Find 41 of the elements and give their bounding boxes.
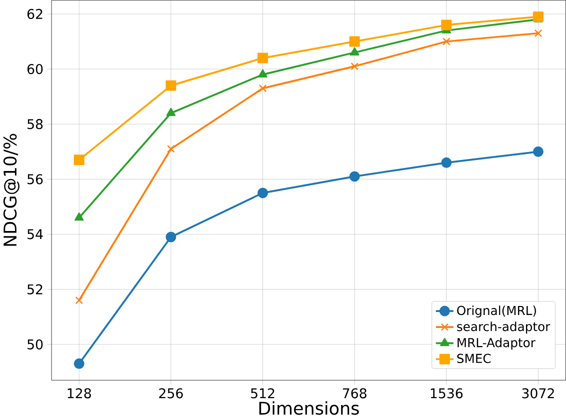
point [166, 108, 176, 116]
point [441, 20, 452, 30]
y-tick-label: 52 [28, 284, 42, 294]
point [258, 188, 268, 198]
legend-label: Orignal(MRL) [457, 305, 536, 318]
x-tick-label: 128 [68, 388, 91, 398]
point [441, 157, 452, 168]
point [74, 212, 84, 221]
x-tick-label: 256 [159, 388, 183, 398]
legend-label: MRL-Adaptor [458, 338, 536, 350]
y-tick-label: 62 [27, 8, 42, 19]
point [75, 296, 83, 304]
point [532, 11, 544, 22]
point [442, 37, 450, 46]
point [166, 232, 176, 242]
y-tick-label: 54 [28, 229, 43, 240]
point [349, 171, 360, 182]
point [534, 29, 542, 38]
point [349, 36, 360, 47]
y-tick-label: 60 [27, 64, 43, 74]
y-tick-label: 56 [28, 174, 43, 184]
point [350, 47, 360, 56]
point [258, 69, 268, 78]
legend-label: search-adaptor [457, 322, 550, 334]
legend-label: SMEC [457, 354, 491, 363]
y-tick-label: 58 [28, 118, 43, 130]
x-tick-label: 1536 [430, 388, 463, 398]
point [532, 146, 544, 157]
x-tick-label: 768 [342, 388, 366, 398]
point [258, 84, 267, 92]
y-axis-title: NDCG@10/% [3, 134, 20, 246]
point [74, 358, 84, 369]
x-axis-title: Dimensions [259, 401, 359, 415]
point [74, 154, 84, 166]
x-tick-label: 512 [251, 388, 274, 398]
point [350, 62, 358, 70]
x-tick-label: 3072 [522, 388, 554, 398]
point [167, 144, 175, 153]
y-tick-label: 50 [28, 339, 43, 350]
point [258, 52, 268, 64]
point [166, 80, 176, 91]
